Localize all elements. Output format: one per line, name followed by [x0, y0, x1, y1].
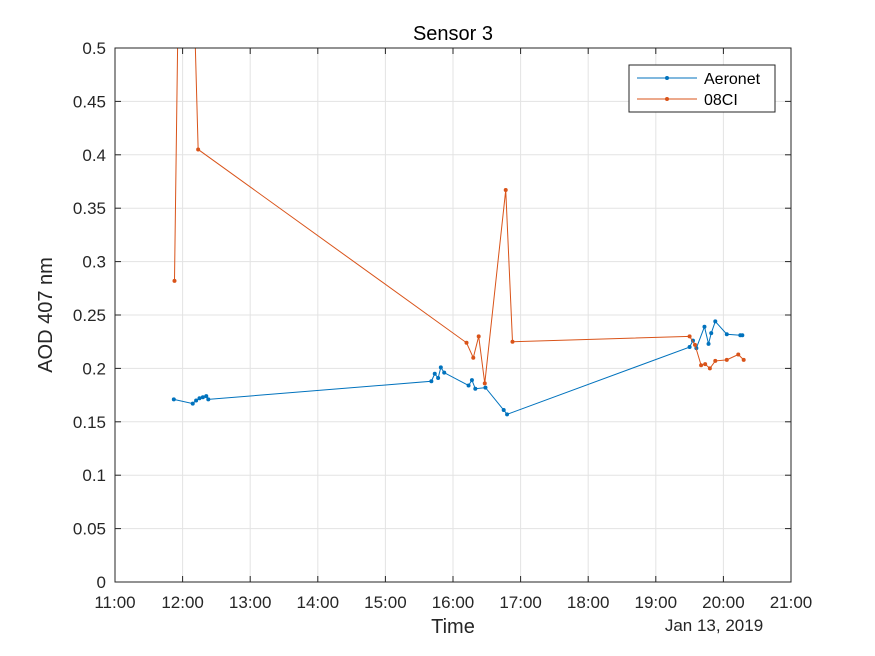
- data-point-aeronet: [436, 376, 441, 381]
- x-tick-label: 18:00: [567, 593, 610, 612]
- y-axis-title: AOD 407 nm: [35, 257, 57, 373]
- y-tick-label: 0.2: [82, 359, 106, 378]
- y-tick-label: 0.5: [82, 39, 106, 58]
- data-point-08ci: [724, 357, 729, 362]
- x-tick-label: 17:00: [499, 593, 542, 612]
- x-axis-title: Time: [431, 616, 475, 638]
- data-point-aeronet: [432, 371, 437, 376]
- data-point-08ci: [699, 363, 704, 368]
- y-tick-label: 0.25: [73, 306, 106, 325]
- data-point-aeronet: [438, 365, 443, 370]
- y-tick-label: 0.3: [82, 253, 106, 272]
- data-point-aeronet: [469, 378, 474, 383]
- data-point-aeronet: [706, 341, 711, 346]
- legend-marker-aeronet: [665, 76, 669, 80]
- x-tick-label: 20:00: [702, 593, 745, 612]
- data-point-aeronet: [466, 383, 471, 388]
- data-point-08ci: [196, 147, 201, 152]
- data-point-aeronet: [713, 319, 718, 324]
- y-tick-label: 0: [97, 573, 106, 592]
- data-point-08ci: [707, 366, 712, 371]
- data-point-08ci: [172, 278, 177, 283]
- series-layer: [171, 48, 746, 417]
- y-tick-label: 0.05: [73, 520, 106, 539]
- y-tick-label: 0.35: [73, 199, 106, 218]
- data-point-08ci: [464, 340, 469, 345]
- data-point-aeronet: [740, 333, 745, 338]
- data-point-aeronet: [687, 345, 692, 350]
- data-point-aeronet: [429, 379, 434, 384]
- legend: Aeronet 08CI: [628, 64, 776, 113]
- data-point-08ci: [736, 352, 741, 357]
- y-tick-label: 0.1: [82, 466, 106, 485]
- x-tick-labels: 11:00 12:00 13:00 14:00 15:00 16:00 17:00 18:00…: [94, 593, 812, 612]
- data-point-aeronet: [206, 397, 211, 402]
- grid-lines: [115, 48, 791, 582]
- data-point-08ci: [687, 334, 692, 339]
- data-point-aeronet: [709, 331, 714, 336]
- data-point-aeronet: [702, 324, 707, 329]
- series-08ci: [172, 48, 746, 386]
- data-point-aeronet: [724, 332, 729, 337]
- data-point-08ci: [503, 188, 508, 193]
- data-point-08ci: [476, 334, 481, 339]
- data-point-aeronet: [483, 385, 488, 390]
- data-point-aeronet: [473, 386, 478, 391]
- x-tick-label: 21:00: [770, 593, 813, 612]
- legend-marker-08ci: [665, 97, 669, 101]
- x-tick-label: 12:00: [161, 593, 204, 612]
- data-point-aeronet: [194, 398, 199, 403]
- data-point-aeronet: [204, 394, 209, 399]
- data-point-aeronet: [200, 395, 205, 400]
- y-tick-labels: 0 0.05 0.1 0.15 0.2 0.25 0.3 0.35 0.4 0.45 0.5: [73, 39, 106, 592]
- tick-marks: [114, 47, 792, 583]
- x-tick-label: 13:00: [229, 593, 272, 612]
- data-point-08ci: [482, 381, 487, 386]
- legend-label-aeronet: Aeronet: [704, 71, 761, 88]
- data-point-08ci: [471, 355, 476, 360]
- data-point-08ci: [693, 342, 698, 347]
- data-point-aeronet: [501, 408, 506, 413]
- data-point-aeronet: [197, 396, 202, 401]
- data-point-aeronet: [505, 412, 510, 417]
- x-tick-label: 19:00: [635, 593, 678, 612]
- y-tick-label: 0.45: [73, 92, 106, 111]
- date-label: Jan 13, 2019: [665, 616, 763, 635]
- data-point-08ci: [741, 357, 746, 362]
- x-tick-label: 16:00: [432, 593, 475, 612]
- data-point-aeronet: [190, 401, 195, 406]
- x-tick-label: 15:00: [364, 593, 407, 612]
- x-tick-label: 14:00: [297, 593, 340, 612]
- x-tick-label: 11:00: [94, 593, 135, 612]
- series-aeronet: [171, 319, 745, 417]
- data-point-08ci: [703, 362, 708, 367]
- chart-title: Sensor 3: [413, 23, 493, 45]
- data-point-aeronet: [171, 397, 176, 402]
- data-point-08ci: [713, 358, 718, 363]
- y-tick-label: 0.15: [73, 413, 106, 432]
- legend-label-08ci: 08CI: [704, 92, 738, 109]
- y-tick-label: 0.4: [82, 146, 106, 165]
- data-point-08ci: [510, 339, 515, 344]
- data-point-aeronet: [442, 370, 447, 375]
- legend-box: [628, 64, 776, 113]
